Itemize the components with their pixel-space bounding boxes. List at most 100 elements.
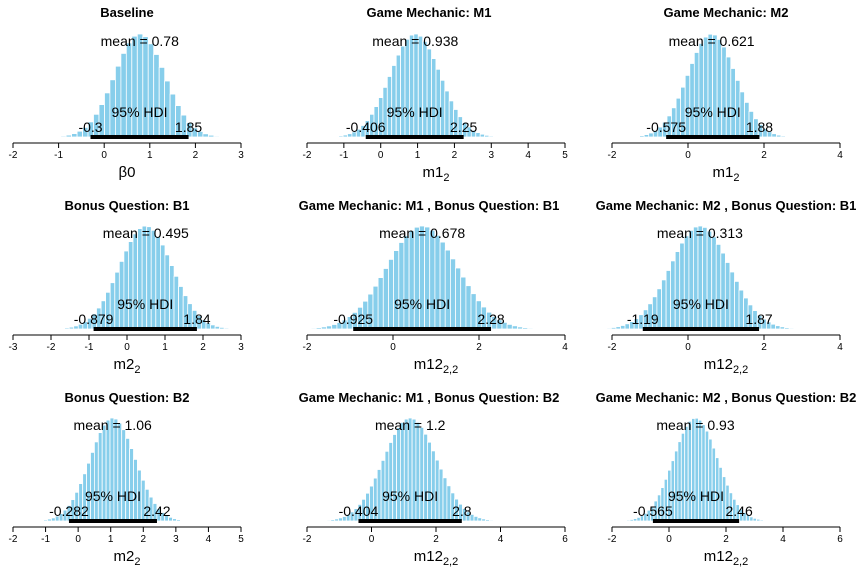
histogram-bar xyxy=(398,242,405,330)
histogram-bar xyxy=(90,451,95,522)
histogram-bar xyxy=(424,226,431,330)
histogram-bar xyxy=(330,519,336,522)
x-tick-label: -2 xyxy=(303,534,312,545)
histogram-bar xyxy=(219,326,225,330)
x-axis-label: m22 xyxy=(114,356,141,376)
histogram-bar xyxy=(470,293,477,330)
panel-title: Game Mechanic: M2 , Bonus Question: B2 xyxy=(596,390,857,405)
hdi-low-label: -1.19 xyxy=(627,311,659,327)
x-tick-label: 4 xyxy=(837,342,843,353)
histogram-bar xyxy=(39,519,45,522)
histogram-bar xyxy=(683,235,690,330)
histogram-bar xyxy=(391,65,397,138)
histogram-bar xyxy=(417,35,424,138)
histogram-bar xyxy=(120,53,127,138)
histogram-bar xyxy=(661,279,667,330)
histogram-bar xyxy=(422,41,428,138)
histogram-bar xyxy=(785,135,791,138)
histogram-bar xyxy=(415,421,421,522)
histogram-bar xyxy=(43,519,48,522)
hdi-high-label: 2.8 xyxy=(452,503,472,519)
histogram-bar xyxy=(173,275,179,330)
x-tick-label: -2 xyxy=(303,342,312,353)
x-tick-label: 0 xyxy=(378,150,384,161)
histogram-bar xyxy=(688,229,694,330)
x-tick-label: 4 xyxy=(498,534,504,545)
histogram-bar xyxy=(342,134,348,138)
x-tick-label: -2 xyxy=(608,534,617,545)
histogram-bar xyxy=(775,325,781,330)
histogram-bar xyxy=(734,280,740,330)
histogram-bar xyxy=(610,327,617,330)
histogram-bar xyxy=(438,468,444,522)
x-tick-label: 2 xyxy=(761,342,767,353)
x-tick-label: 0 xyxy=(124,342,130,353)
histogram-bar xyxy=(97,432,103,522)
x-tick-label: 5 xyxy=(562,150,568,161)
hdi-label: 95% HDI xyxy=(112,104,168,120)
x-tick-label: 1 xyxy=(162,342,168,353)
histogram-bar xyxy=(693,52,700,138)
histogram-bar xyxy=(396,427,401,522)
histogram-bar xyxy=(444,90,450,138)
histogram-bar xyxy=(142,36,149,138)
histogram-bar xyxy=(698,43,704,138)
histogram-bar xyxy=(752,517,757,522)
histogram-bar xyxy=(141,225,148,330)
hdi-label: 95% HDI xyxy=(673,296,729,312)
histogram-bar xyxy=(484,134,490,138)
hdi-low-label: -0.575 xyxy=(646,119,686,135)
histogram-bar xyxy=(527,327,534,330)
histogram-bar xyxy=(377,277,384,330)
x-tick-label: 2 xyxy=(141,534,147,545)
histogram-bar xyxy=(446,485,452,522)
histogram-bar xyxy=(481,518,487,522)
histogram-bar xyxy=(213,135,220,138)
histogram-bar xyxy=(413,33,419,138)
histogram-bar xyxy=(207,134,215,138)
panel-1: Baseline mean = 0.78 95% HDI -0.3 1.85 -2 -1 0 1… xyxy=(9,5,245,181)
histogram-bar xyxy=(680,432,686,522)
histogram xyxy=(326,417,494,522)
x-tick-label: 4 xyxy=(206,534,212,545)
x-tick-label: 0 xyxy=(390,342,396,353)
hdi-low-label: -0.925 xyxy=(333,311,373,327)
histogram-bar xyxy=(679,242,685,330)
mean-label: mean = 0.93 xyxy=(656,417,734,433)
hdi-high-label: 2.46 xyxy=(725,503,752,519)
histogram-bar xyxy=(429,229,436,330)
x-axis-label: m12 xyxy=(423,164,450,184)
histogram-bar xyxy=(720,252,726,330)
histogram-bar xyxy=(449,258,456,330)
x-tick-label: 2 xyxy=(193,150,199,161)
histogram-bar xyxy=(716,39,723,138)
panel-9: Game Mechanic: M2 , Bonus Question: B2 me… xyxy=(596,390,857,568)
panel-5: Game Mechanic: M1 , Bonus Question: B1 me… xyxy=(299,198,569,376)
histogram-bar xyxy=(105,419,111,522)
histogram-bar xyxy=(155,236,161,330)
histogram-bar xyxy=(159,244,166,330)
histogram-bar xyxy=(704,430,710,522)
x-axis-label: m122,2 xyxy=(704,356,748,376)
histogram-bar xyxy=(223,327,230,330)
histogram-bar xyxy=(315,327,322,330)
panel-4: Bonus Question: B1 mean = 0.495 95% HDI-0.… xyxy=(9,198,245,376)
x-tick-label: -3 xyxy=(9,342,18,353)
histogram-bar xyxy=(626,519,631,522)
histogram-bar xyxy=(721,46,727,138)
histogram-bar xyxy=(780,135,786,138)
x-tick-label: 5 xyxy=(238,534,244,545)
histogram xyxy=(626,417,768,522)
x-tick-label: 4 xyxy=(837,150,843,161)
x-tick-label: -2 xyxy=(608,342,617,353)
x-axis-label: m12 xyxy=(713,164,740,184)
histogram xyxy=(634,33,791,138)
histogram-bar xyxy=(158,67,166,138)
histogram-bar xyxy=(691,418,696,522)
hdi-low-label: -0.565 xyxy=(633,503,673,519)
histogram-bar xyxy=(460,276,467,330)
x-tick-label: -1 xyxy=(339,150,348,161)
histogram-bar xyxy=(779,326,786,330)
histogram-bar xyxy=(442,477,448,522)
x-tick-label: 4 xyxy=(562,342,568,353)
